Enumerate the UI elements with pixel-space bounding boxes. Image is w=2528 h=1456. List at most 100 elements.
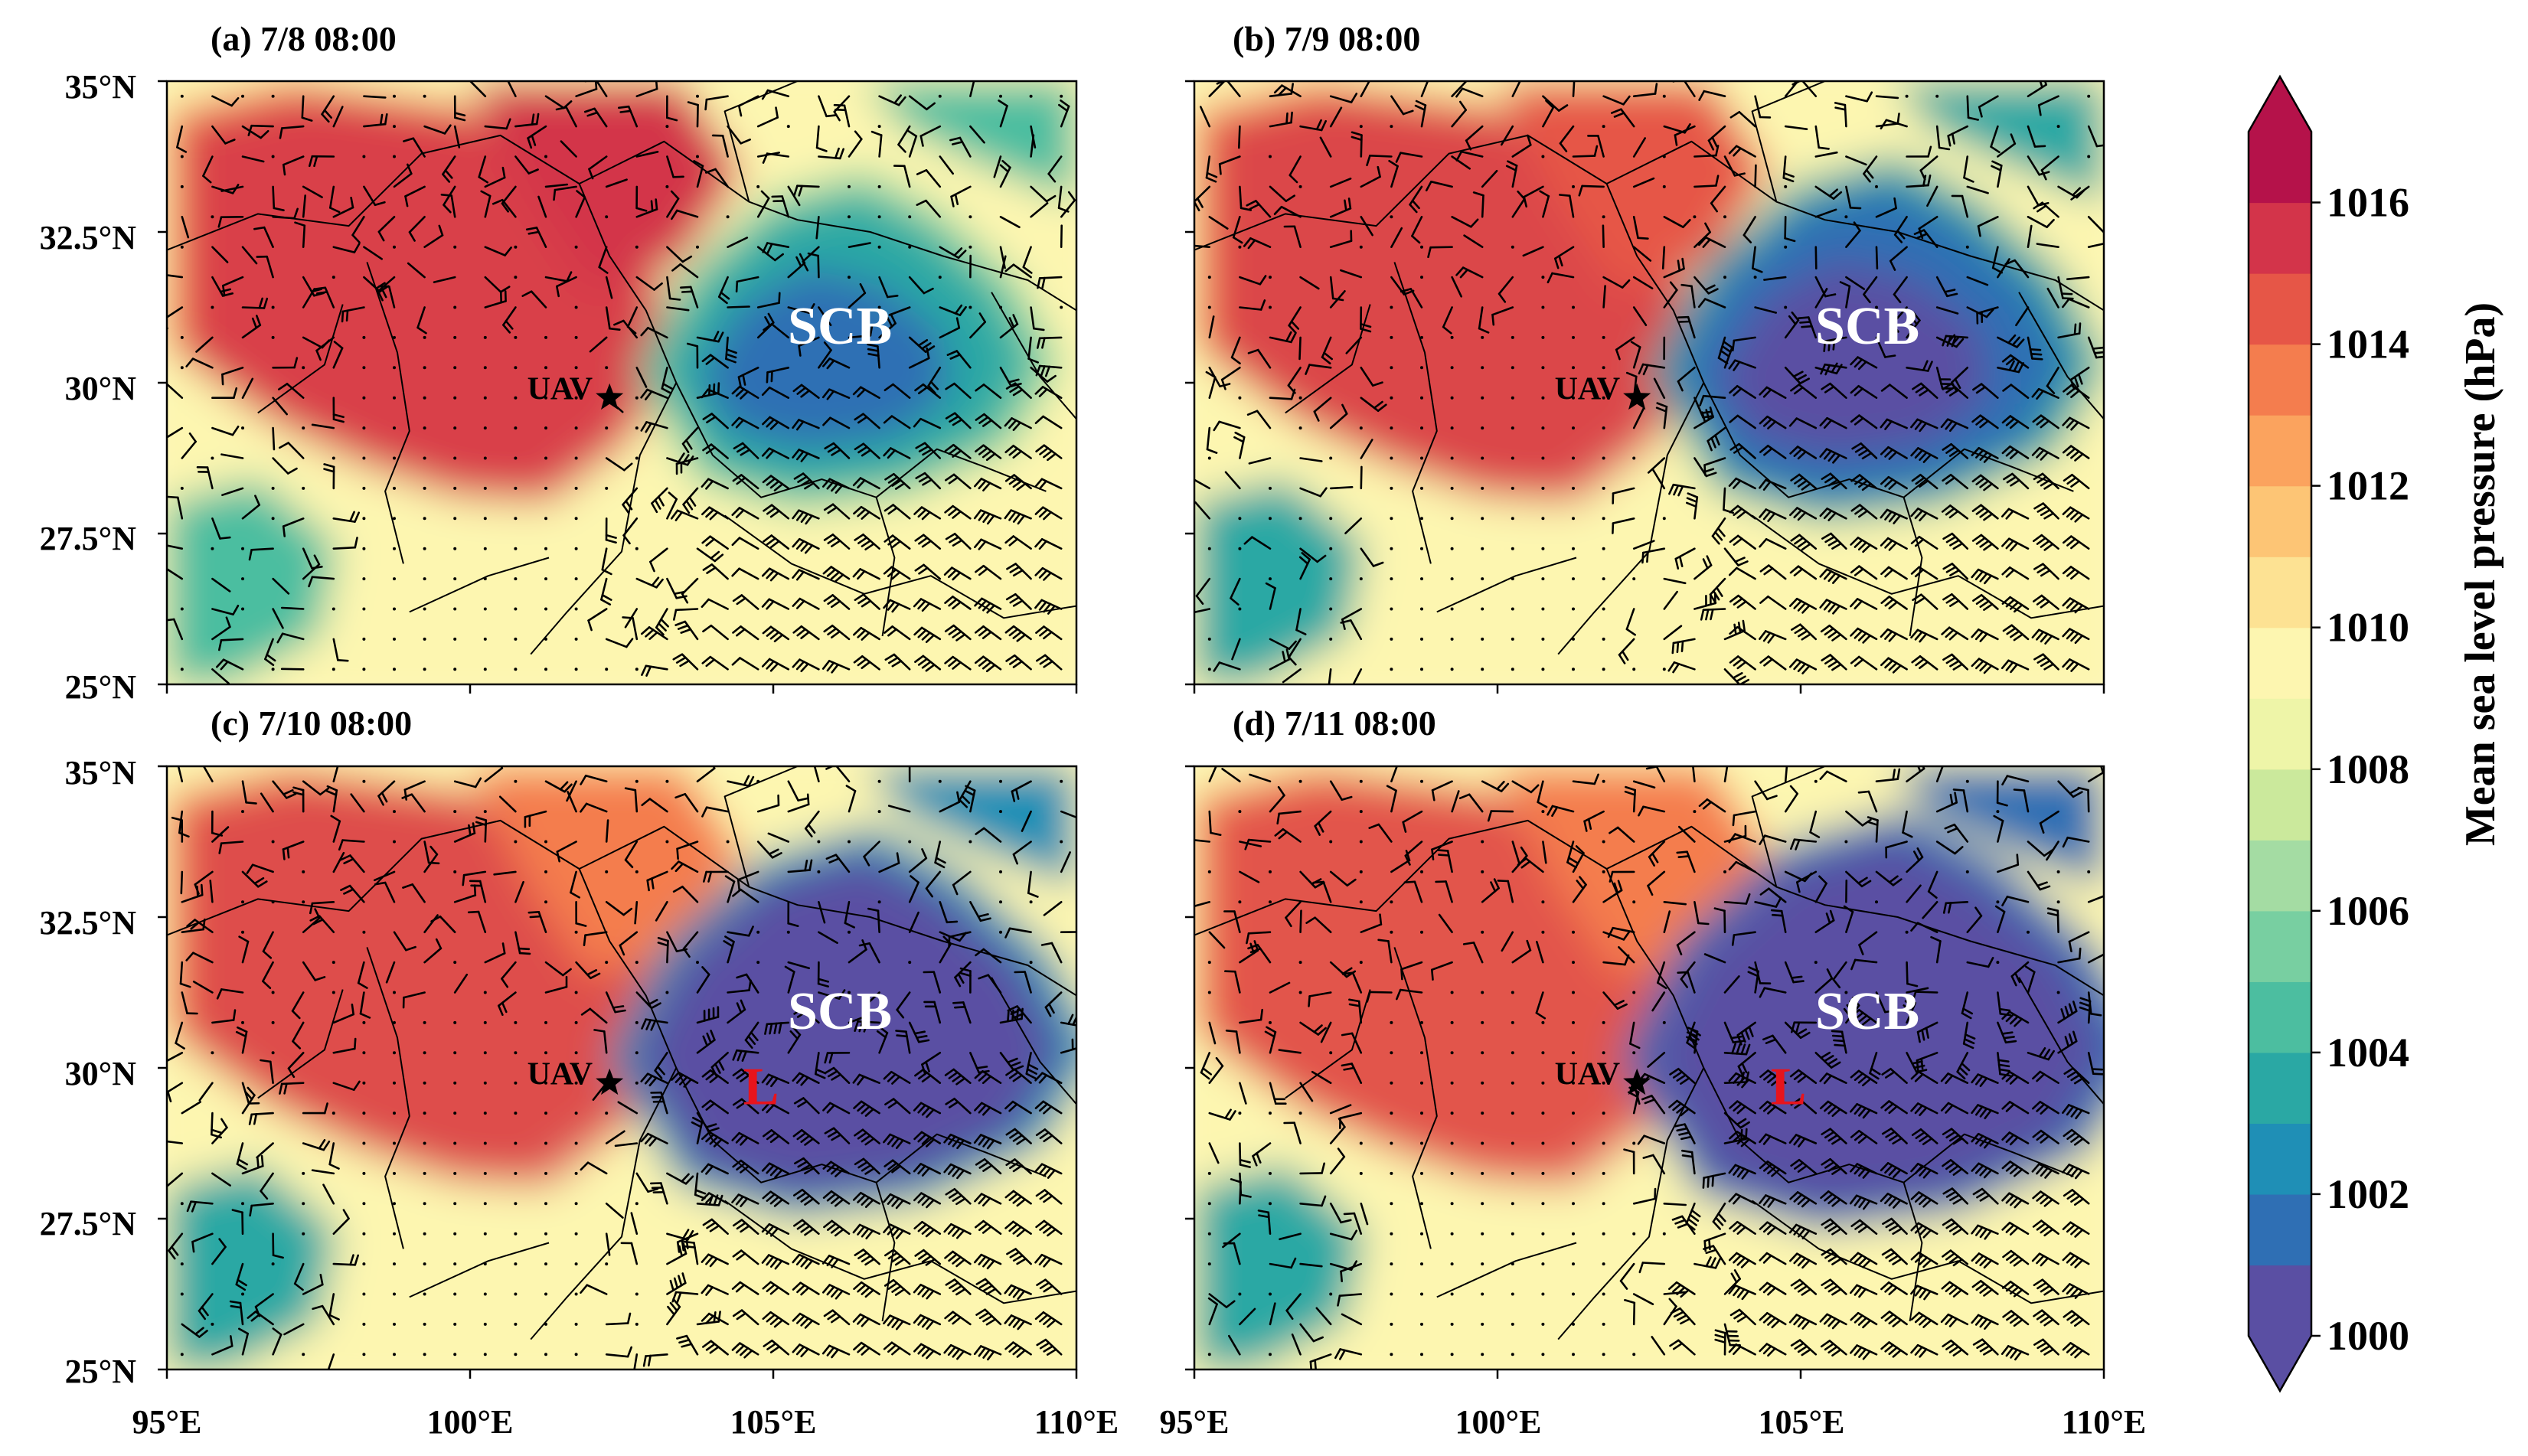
barb-feather [853, 1281, 863, 1291]
barb-feather [1043, 1167, 1052, 1177]
barb-feather [945, 1188, 956, 1196]
barb-feather [1979, 451, 1988, 461]
wind-barb [1717, 336, 1726, 360]
barb-feather [1834, 1043, 1846, 1047]
wind-barb [835, 766, 851, 783]
barb-feather [217, 638, 223, 651]
calm-dot [1572, 1081, 1575, 1085]
wind-barb [1632, 780, 1656, 788]
barb-feather [731, 1131, 740, 1141]
calm-dot [1481, 1292, 1484, 1296]
wind-barb [666, 1305, 681, 1326]
barb-feather [345, 309, 349, 322]
barb-feather [619, 944, 625, 956]
barb-feather [864, 1108, 874, 1117]
wind-barb [1257, 348, 1272, 369]
barb-feather [2060, 292, 2073, 295]
calm-dot [514, 577, 518, 581]
barb-feather [763, 322, 773, 331]
barb-feather [1767, 512, 1776, 523]
barb-feather [1944, 289, 1956, 293]
barb-feather [1912, 382, 1922, 390]
barb-feather [736, 1222, 746, 1230]
barb-feather [923, 287, 934, 295]
barb-feather [822, 357, 831, 367]
wind-barb [1980, 383, 1999, 400]
calm-dot [1420, 1292, 1423, 1296]
barb-feather [2074, 514, 2084, 523]
barb-feather [1824, 1161, 1835, 1169]
calm-dot [1420, 1081, 1423, 1085]
wind-barb [666, 931, 678, 952]
barb-feather [1491, 313, 1495, 326]
barb-feather [949, 136, 962, 142]
barb-feather [701, 1131, 711, 1141]
calm-dot [1420, 245, 1423, 249]
barb-feather [705, 1286, 714, 1296]
barb-feather [857, 1076, 865, 1085]
wind-barb [696, 767, 716, 783]
barb-feather [1321, 356, 1331, 365]
wind-barb [1279, 1232, 1302, 1241]
calm-dot [362, 1051, 366, 1055]
barb-feather [713, 331, 720, 342]
wind-barb [736, 1049, 759, 1054]
barb-feather [1795, 374, 1807, 381]
calm-dot [393, 1081, 396, 1085]
barb-feather [332, 413, 345, 419]
barb-feather [1798, 629, 1808, 638]
wind-barb [828, 478, 851, 490]
barb-feather [1613, 882, 1619, 894]
wind-barb [1511, 144, 1532, 158]
barb-feather [1707, 139, 1715, 151]
barb-feather [1862, 634, 1871, 644]
barb-feather [555, 285, 560, 298]
barb-feather [1246, 200, 1257, 207]
barb-feather [1321, 1162, 1325, 1174]
barb-feather [736, 445, 747, 453]
wind-barb [1511, 949, 1532, 964]
barb-feather [1676, 1074, 1687, 1082]
wind-barb [1793, 838, 1818, 843]
wind-barb [1632, 177, 1655, 188]
barb-feather [1763, 658, 1773, 667]
wind-barb [848, 242, 871, 249]
wind-barb [211, 517, 221, 540]
barb-feather [1831, 1228, 1842, 1236]
barb-feather [1043, 1285, 1053, 1293]
calm-dot [877, 184, 881, 188]
wind-barb [1060, 810, 1076, 819]
barb-feather [1047, 605, 1056, 615]
calm-dot [453, 1171, 457, 1175]
barb-feather [793, 1188, 804, 1196]
wind-barb [222, 658, 244, 671]
calm-dot [574, 1232, 578, 1236]
barb-feather [944, 624, 955, 633]
wind-barb [1703, 298, 1726, 309]
barb-feather [1801, 604, 1811, 614]
barb-feather [1927, 361, 1933, 372]
barb-feather [891, 1076, 901, 1085]
barb-feather [1729, 1131, 1739, 1140]
wind-barb [442, 155, 456, 175]
barb-feather [1796, 881, 1801, 893]
barb-feather [978, 628, 988, 637]
wind-barb [1687, 315, 1696, 339]
barb-feather [1034, 599, 1043, 609]
wind-barb [684, 793, 699, 813]
calm-dot [514, 426, 518, 430]
calm-dot [332, 276, 335, 279]
wind-barb [1829, 1248, 1847, 1265]
barb-feather [2001, 445, 2011, 455]
calm-dot [1481, 1020, 1484, 1024]
wind-barb [1765, 478, 1787, 490]
barb-feather [1012, 421, 1021, 432]
calm-dot [1390, 637, 1393, 641]
wind-barb [1299, 1082, 1314, 1102]
wind-barb [589, 1007, 608, 1024]
barb-feather [1793, 1135, 1801, 1146]
barb-feather [800, 662, 809, 673]
barb-feather [1305, 364, 1311, 375]
barb-feather [735, 1284, 746, 1293]
barb-feather [800, 1347, 809, 1358]
